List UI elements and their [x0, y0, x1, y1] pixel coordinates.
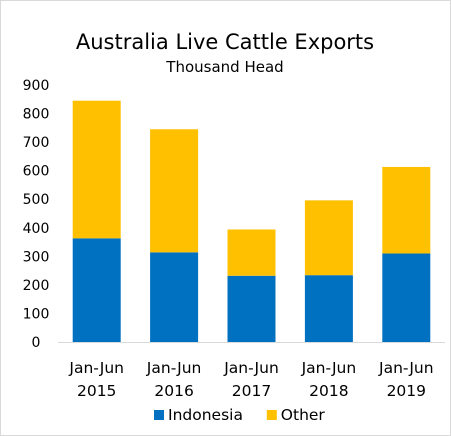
- x-tick-label: Jan-Jun 2015: [68, 359, 124, 400]
- legend-swatch-other: [266, 410, 277, 420]
- bar-other: [304, 200, 353, 276]
- bar-indonesia: [227, 275, 276, 342]
- bar-other: [150, 129, 199, 253]
- x-tick-label-line: Jan-Jun: [68, 359, 124, 377]
- chart-subtitle: Thousand Head: [165, 58, 283, 76]
- legend-label-indonesia: Indonesia: [168, 406, 243, 424]
- bars: [72, 100, 431, 342]
- legend-label-other: Other: [281, 406, 326, 424]
- legend-swatch-indonesia: [154, 410, 164, 420]
- legend: Indonesia Other: [154, 406, 325, 424]
- x-tick-label: Jan-Jun 2019: [378, 359, 434, 400]
- bar-indonesia: [304, 275, 353, 342]
- x-tick-label: Jan-Jun 2017: [223, 359, 279, 400]
- y-tick-label: 300: [23, 249, 50, 265]
- x-tick-label-line: 2016: [154, 382, 193, 400]
- x-tick-label-line: Jan-Jun: [301, 359, 357, 377]
- bar-other: [227, 229, 276, 276]
- x-tick-label: Jan-Jun 2016: [146, 359, 202, 400]
- x-tick-label-line: Jan-Jun: [378, 359, 434, 377]
- x-tick-label-line: 2017: [232, 382, 271, 400]
- x-tick-label-line: Jan-Jun: [146, 359, 202, 377]
- x-tick-label-line: 2019: [387, 382, 426, 400]
- bar-other: [72, 100, 121, 239]
- x-tick-label-line: Jan-Jun: [223, 359, 279, 377]
- y-axis: 0 100 200 300 400 500 600 700 800 900: [23, 78, 50, 351]
- bar-indonesia: [382, 253, 431, 342]
- bar-indonesia: [72, 238, 121, 342]
- bar-other: [382, 166, 431, 254]
- chart-title: Australia Live Cattle Exports: [76, 30, 374, 54]
- x-tick-label-line: 2018: [309, 382, 348, 400]
- y-tick-label: 100: [23, 306, 50, 322]
- x-tick-label: Jan-Jun 2018: [301, 359, 357, 400]
- y-tick-label: 600: [23, 164, 50, 180]
- y-tick-label: 500: [23, 192, 50, 208]
- y-tick-label: 800: [23, 107, 50, 123]
- x-tick-label-line: 2015: [77, 382, 116, 400]
- y-tick-label: 200: [23, 278, 50, 294]
- y-tick-label: 700: [23, 135, 50, 151]
- y-tick-label: 400: [23, 221, 50, 237]
- y-tick-label: 900: [23, 78, 50, 94]
- y-tick-label: 0: [32, 335, 41, 351]
- bar-indonesia: [150, 252, 199, 342]
